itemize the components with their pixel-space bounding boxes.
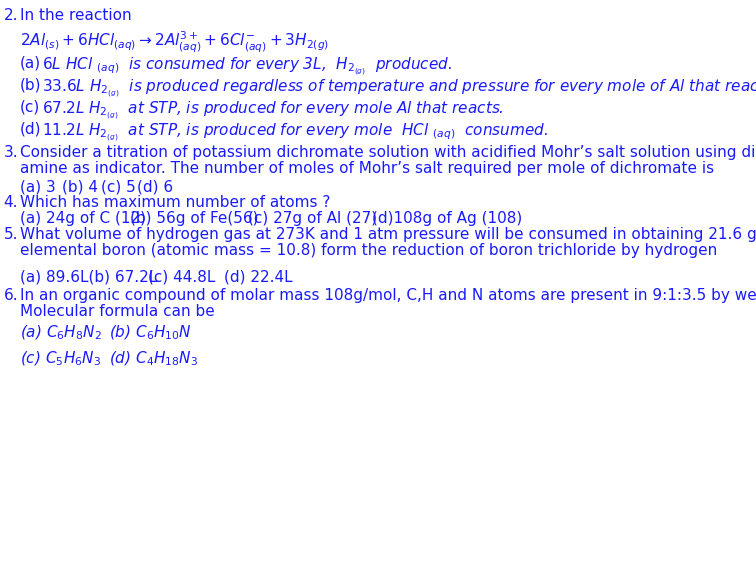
Text: (a) $C_6H_8N_2$: (a) $C_6H_8N_2$ — [20, 324, 101, 342]
Text: elemental boron (atomic mass = 10.8) form the reduction of boron trichloride by : elemental boron (atomic mass = 10.8) for… — [20, 243, 717, 258]
Text: (b) $C_6H_{10}N$: (b) $C_6H_{10}N$ — [110, 324, 192, 342]
Text: (d) $C_4H_{18}N_3$: (d) $C_4H_{18}N_3$ — [110, 350, 198, 368]
Text: $11.2L\ H_{2_{(g)}}$  at STP, is produced for every mole  $HCl\ _{(aq)}$  consum: $11.2L\ H_{2_{(g)}}$ at STP, is produced… — [42, 122, 549, 144]
Text: (c) 44.8L: (c) 44.8L — [148, 270, 215, 285]
Text: $6L\ HCl\ _{(aq)}$  is consumed for every 3L,  $H_{2_{(g)}}$  produced.: $6L\ HCl\ _{(aq)}$ is consumed for every… — [42, 56, 452, 78]
Text: In the reaction: In the reaction — [20, 8, 132, 23]
Text: What volume of hydrogen gas at 273K and 1 atm pressure will be consumed in obtai: What volume of hydrogen gas at 273K and … — [20, 227, 756, 242]
Text: (c): (c) — [20, 100, 40, 115]
Text: (a): (a) — [20, 56, 41, 71]
Text: 2.: 2. — [4, 8, 18, 23]
Text: (d) 22.4L: (d) 22.4L — [225, 270, 293, 285]
Text: (b) 4: (b) 4 — [62, 180, 98, 195]
Text: amine as indicator. The number of moles of Mohr’s salt required per mole of dich: amine as indicator. The number of moles … — [20, 161, 714, 176]
Text: (d) 6: (d) 6 — [138, 180, 174, 195]
Text: (b): (b) — [20, 78, 42, 93]
Text: (c) 27g of Al (27): (c) 27g of Al (27) — [248, 211, 377, 226]
Text: (c) 5: (c) 5 — [101, 180, 135, 195]
Text: 3.: 3. — [4, 145, 18, 160]
Text: (d)108g of Ag (108): (d)108g of Ag (108) — [372, 211, 522, 226]
Text: $67.2L\ H_{2_{(g)}}$  at STP, is produced for every mole Al that reacts.: $67.2L\ H_{2_{(g)}}$ at STP, is produced… — [42, 100, 504, 122]
Text: Consider a titration of potassium dichromate solution with acidified Mohr’s salt: Consider a titration of potassium dichro… — [20, 145, 756, 160]
Text: 4.: 4. — [4, 195, 18, 210]
Text: $2Al_{(s)}+6HCl_{(aq)}\rightarrow 2Al^{3+}_{(aq)}+6Cl^{-}_{(aq)}+3H_{2(g)}$: $2Al_{(s)}+6HCl_{(aq)}\rightarrow 2Al^{3… — [20, 30, 329, 55]
Text: In an organic compound of molar mass 108g/mol, C,H and N atoms are present in 9:: In an organic compound of molar mass 108… — [20, 288, 756, 303]
Text: (a) 89.6L(b) 67.2L: (a) 89.6L(b) 67.2L — [20, 270, 157, 285]
Text: Molecular formula can be: Molecular formula can be — [20, 304, 215, 319]
Text: (a) 3: (a) 3 — [20, 180, 55, 195]
Text: 5.: 5. — [4, 227, 18, 242]
Text: (c) $C_5H_6N_3$: (c) $C_5H_6N_3$ — [20, 350, 101, 368]
Text: (a) 24g of C (12): (a) 24g of C (12) — [20, 211, 146, 226]
Text: $33.6L\ H_{2_{(g)}}$  is produced regardless of temperature and pressure for eve: $33.6L\ H_{2_{(g)}}$ is produced regardl… — [42, 78, 756, 100]
Text: (b) 56g of Fe(56): (b) 56g of Fe(56) — [131, 211, 259, 226]
Text: Which has maximum number of atoms ?: Which has maximum number of atoms ? — [20, 195, 330, 210]
Text: 6.: 6. — [4, 288, 18, 303]
Text: (d): (d) — [20, 122, 42, 137]
